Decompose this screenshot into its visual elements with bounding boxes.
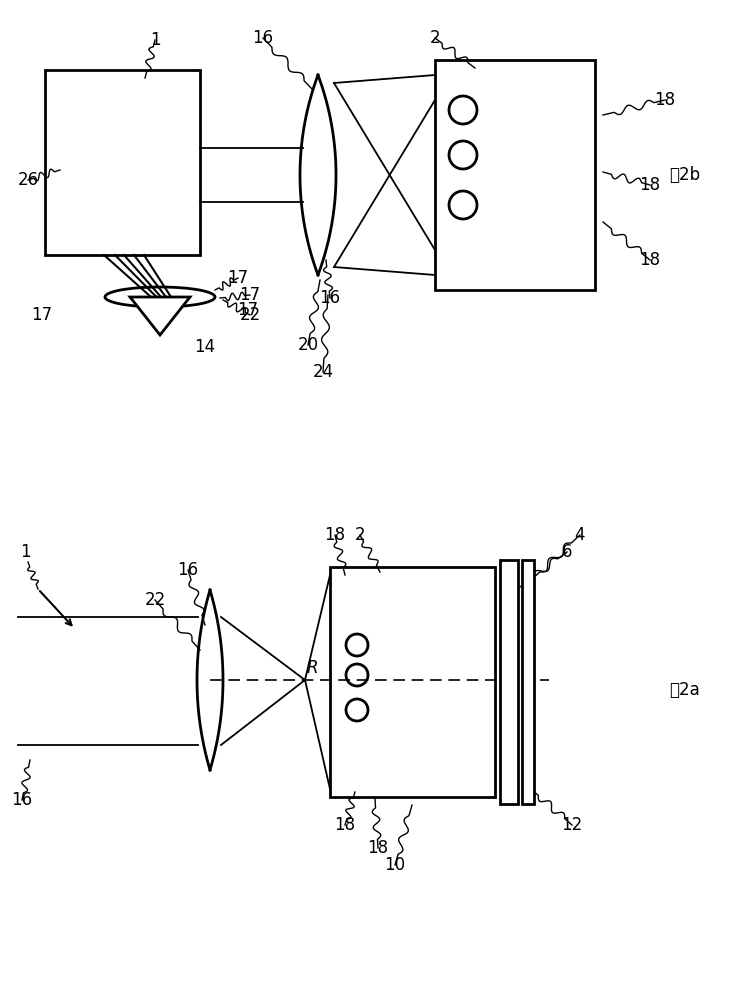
Bar	[522, 560, 534, 804]
Text: 6: 6	[562, 543, 572, 561]
Text: 14: 14	[195, 338, 216, 356]
Text: 10: 10	[384, 856, 405, 874]
Text: 24: 24	[313, 363, 334, 381]
Text: R: R	[306, 659, 318, 677]
Text: 17: 17	[239, 286, 260, 304]
Text: 22: 22	[144, 591, 165, 609]
Text: 22: 22	[239, 306, 261, 324]
Ellipse shape	[105, 287, 215, 307]
Text: 16: 16	[319, 289, 340, 307]
Text: 2: 2	[429, 29, 440, 47]
Text: 26: 26	[17, 171, 39, 189]
Text: 17: 17	[227, 269, 249, 287]
Text: 18: 18	[335, 816, 356, 834]
Bar	[330, 567, 495, 797]
Text: 12: 12	[561, 816, 582, 834]
Bar	[500, 560, 518, 804]
Text: 18: 18	[324, 526, 346, 544]
Text: 18: 18	[639, 176, 660, 194]
Text: 4: 4	[574, 526, 585, 544]
Text: 17: 17	[31, 306, 52, 324]
Bar	[45, 70, 200, 255]
Polygon shape	[130, 297, 190, 335]
Text: 图2a: 图2a	[670, 681, 701, 699]
Text: 17: 17	[238, 301, 259, 319]
Text: 1: 1	[149, 31, 160, 49]
Text: 2: 2	[355, 526, 365, 544]
Text: 16: 16	[252, 29, 273, 47]
Text: 图2b: 图2b	[669, 166, 701, 184]
Bar	[435, 60, 595, 290]
Text: 18: 18	[639, 251, 660, 269]
Text: 18: 18	[367, 839, 389, 857]
Text: 16: 16	[177, 561, 198, 579]
Text: 18: 18	[655, 91, 676, 109]
Text: 16: 16	[12, 791, 33, 809]
Text: 1: 1	[20, 543, 31, 561]
Text: 20: 20	[297, 336, 319, 354]
